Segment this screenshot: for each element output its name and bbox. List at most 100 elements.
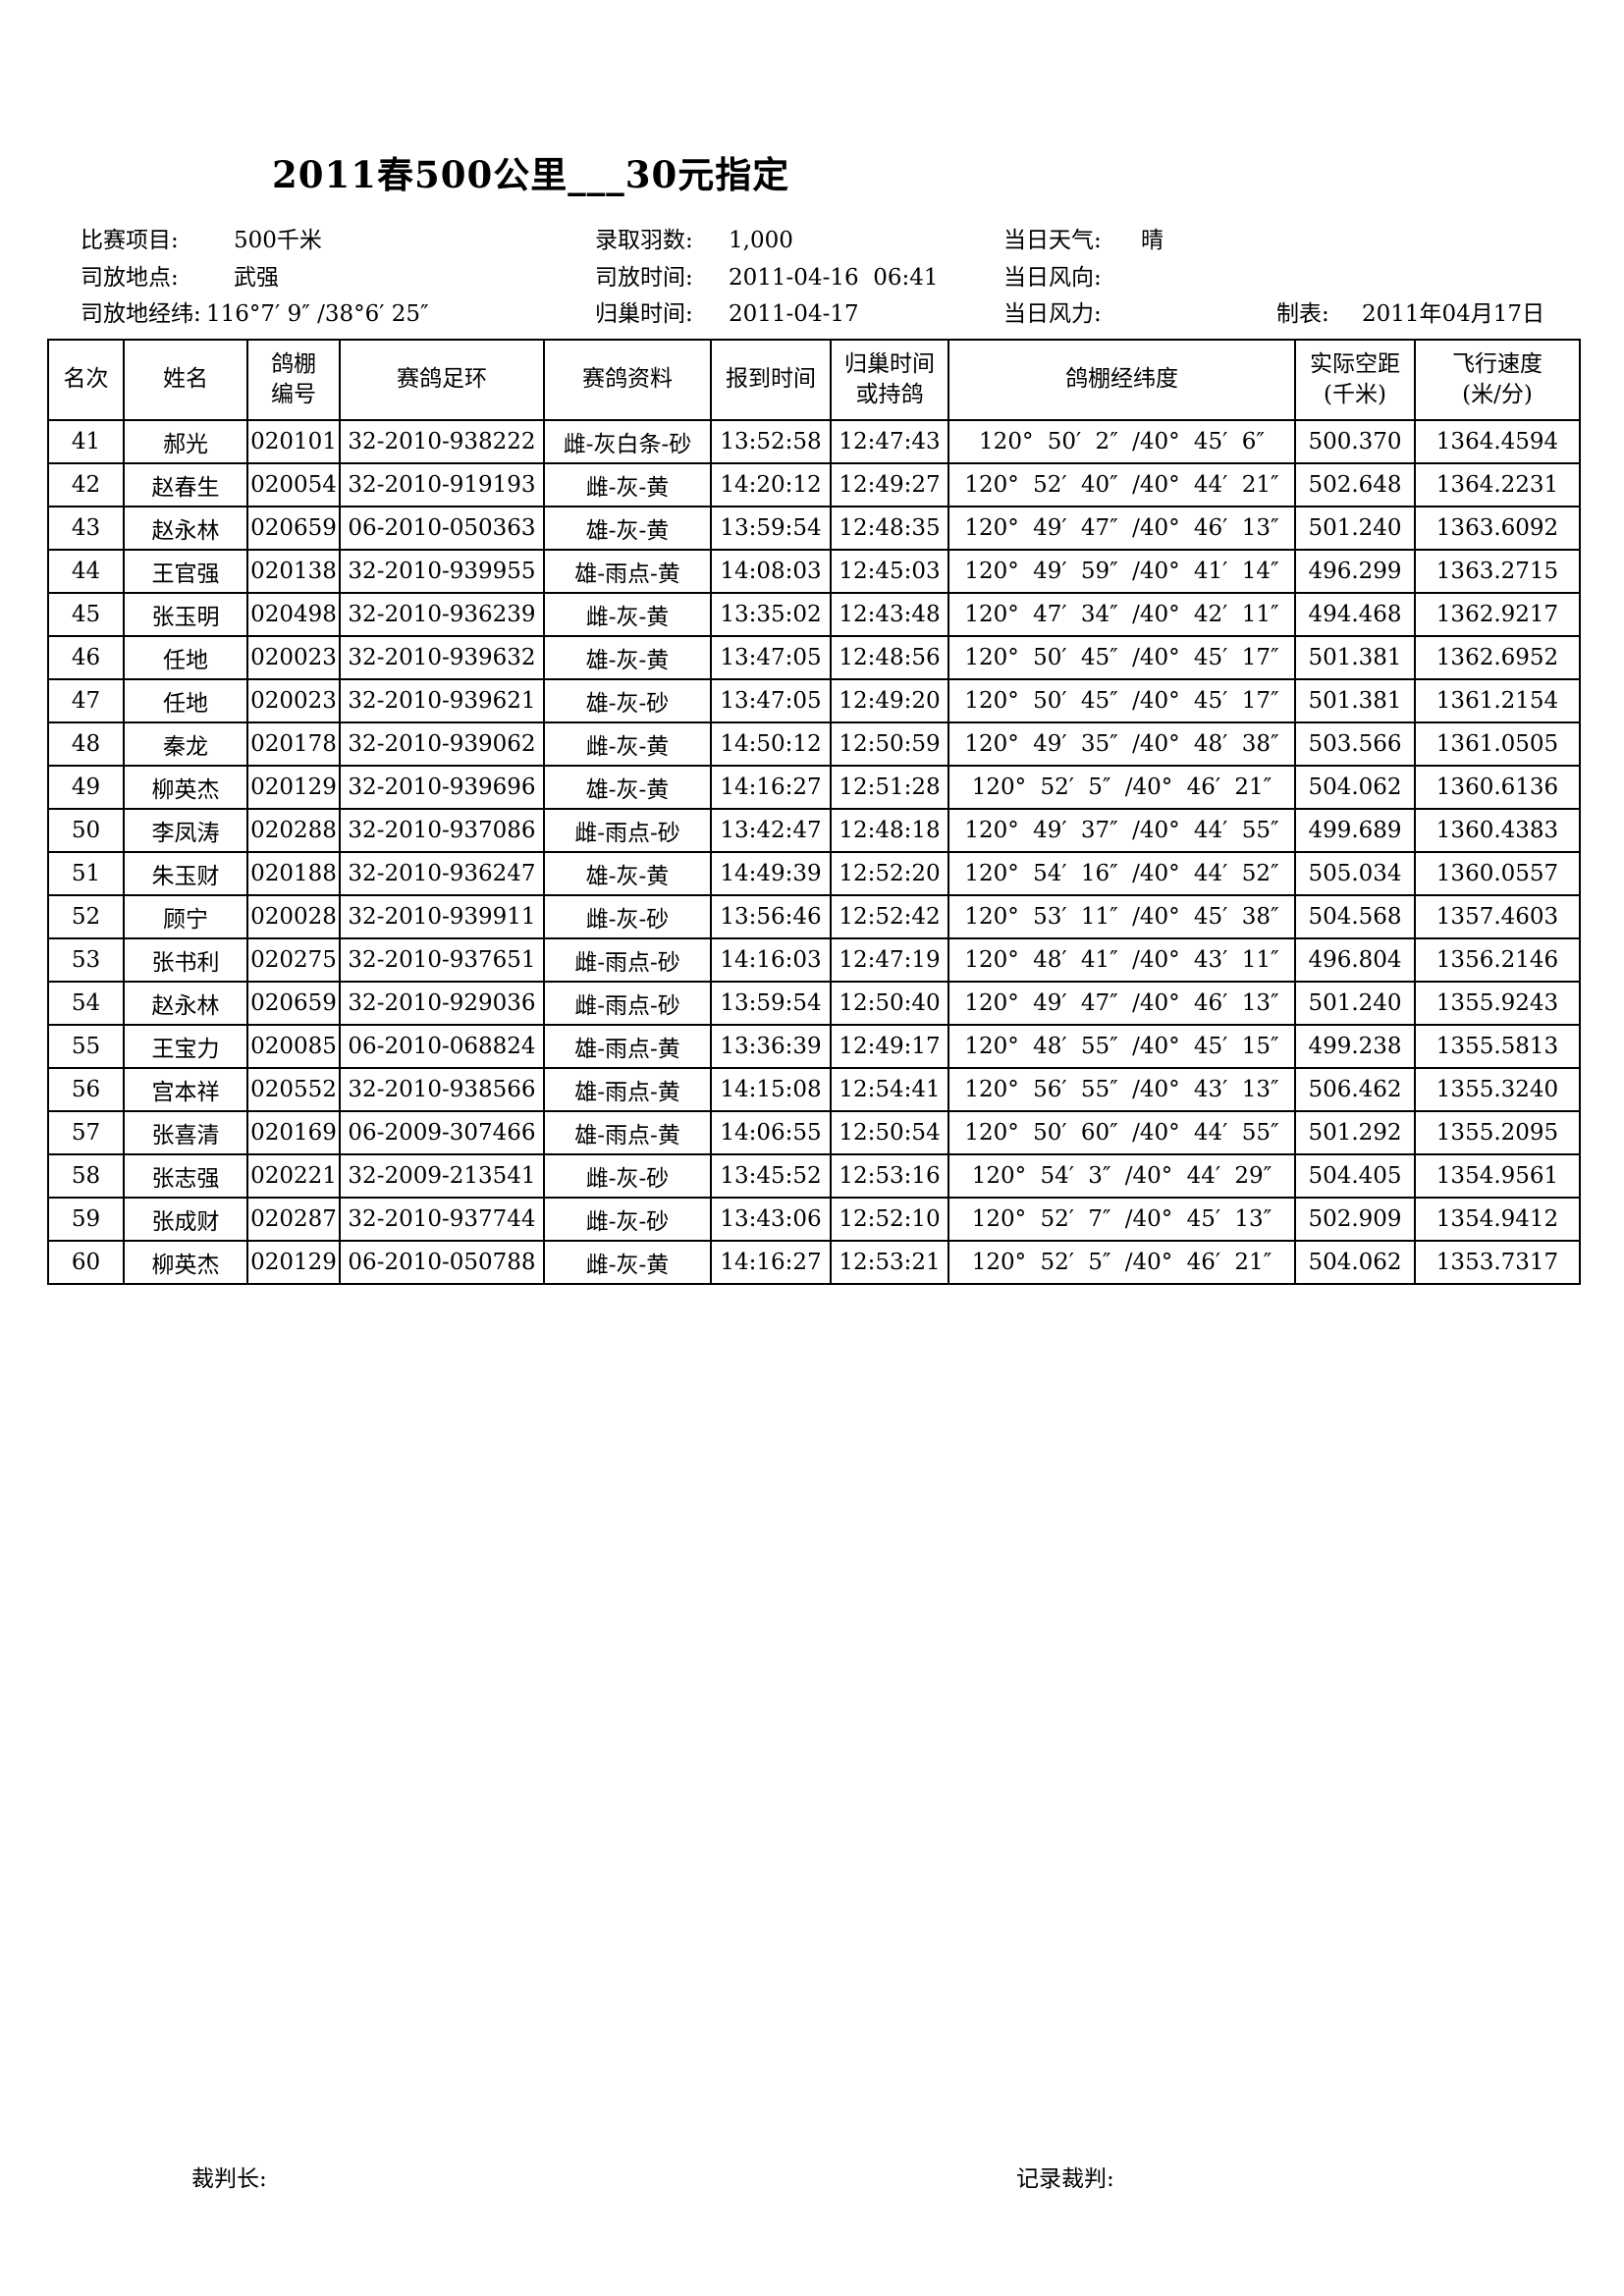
- cell-loft-coordinates: 120° 54′ 16″ /40° 44′ 52″: [947, 851, 1296, 896]
- cell-pigeon-info: 雄-灰-砂: [543, 678, 712, 723]
- cell-speed-m-min: 1362.6952: [1414, 635, 1581, 680]
- cell-arrival-time: 12:50:54: [830, 1110, 949, 1155]
- cell-pigeon-info: 雄-雨点-黄: [543, 549, 712, 594]
- cell-loft-number: 020085: [246, 1024, 341, 1069]
- table-row: 51 朱玉财 020188 32-2010-936247 雄-灰-黄 14:49:39 12…: [47, 851, 1581, 896]
- cell-ring-number: 06-2010-050788: [339, 1240, 545, 1285]
- header-speed-m-min: 飞行速度 (米/分): [1414, 339, 1581, 421]
- header-report-time: 报到时间: [710, 339, 832, 421]
- release-time-label: 司放时间:: [595, 265, 693, 291]
- release-coordinates-label: 司放地经纬:: [81, 301, 201, 327]
- cell-rank: 44: [47, 549, 125, 594]
- cell-rank: 58: [47, 1153, 125, 1199]
- cell-ring-number: 32-2010-937651: [339, 937, 545, 983]
- cell-loft-coordinates: 120° 48′ 55″ /40° 45′ 15″: [947, 1024, 1296, 1069]
- table-row: 43 赵永林 020659 06-2010-050363 雄-灰-黄 13:59:54 12…: [47, 506, 1581, 551]
- signature-line: 裁判长: 记录裁判:: [0, 2160, 1624, 2195]
- table-row: 46 任地 020023 32-2010-939632 雄-灰-黄 13:47:05 12:…: [47, 635, 1581, 680]
- cell-speed-m-min: 1357.4603: [1414, 894, 1581, 939]
- cell-distance-km: 501.381: [1294, 635, 1416, 680]
- header-rank: 名次: [47, 339, 125, 421]
- header-distance-km: 实际空距 (千米): [1294, 339, 1416, 421]
- cell-name: 李凤涛: [123, 808, 248, 853]
- cell-arrival-time: 12:50:59: [830, 721, 949, 767]
- cell-rank: 53: [47, 937, 125, 983]
- cell-loft-coordinates: 120° 49′ 37″ /40° 44′ 55″: [947, 808, 1296, 853]
- cell-ring-number: 32-2010-937086: [339, 808, 545, 853]
- cell-name: 郝光: [123, 419, 248, 464]
- cell-report-time: 14:50:12: [710, 721, 832, 767]
- cell-ring-number: 06-2009-307466: [339, 1110, 545, 1155]
- cell-distance-km: 501.240: [1294, 506, 1416, 551]
- cell-name: 赵春生: [123, 462, 248, 507]
- chief-judge-label: 裁判长:: [191, 2166, 267, 2192]
- cell-arrival-time: 12:47:19: [830, 937, 949, 983]
- cell-name: 张玉明: [123, 592, 248, 637]
- cell-rank: 54: [47, 981, 125, 1026]
- release-coordinates-value: 116°7′ 9″ /38°6′ 25″: [206, 301, 429, 327]
- cell-report-time: 13:47:05: [710, 678, 832, 723]
- cell-distance-km: 502.648: [1294, 462, 1416, 507]
- cell-loft-number: 020659: [246, 506, 341, 551]
- cell-speed-m-min: 1355.9243: [1414, 981, 1581, 1026]
- cell-speed-m-min: 1360.6136: [1414, 765, 1581, 810]
- admitted-birds-label: 录取羽数:: [595, 228, 693, 253]
- cell-distance-km: 505.034: [1294, 851, 1416, 896]
- table-row: 59 张成财 020287 32-2010-937744 雌-灰-砂 13:43:06 12…: [47, 1197, 1581, 1242]
- cell-report-time: 13:36:39: [710, 1024, 832, 1069]
- cell-ring-number: 32-2010-936239: [339, 592, 545, 637]
- cell-pigeon-info: 雌-灰-黄: [543, 462, 712, 507]
- cell-arrival-time: 12:48:35: [830, 506, 949, 551]
- cell-loft-number: 020169: [246, 1110, 341, 1155]
- table-row: 56 宫本祥 020552 32-2010-938566 雄-雨点-黄 14:15:08 1…: [47, 1067, 1581, 1112]
- cell-speed-m-min: 1364.2231: [1414, 462, 1581, 507]
- release-site-value: 武强: [234, 265, 279, 291]
- table-row: 58 张志强 020221 32-2009-213541 雌-灰-砂 13:45:52 12…: [47, 1153, 1581, 1199]
- cell-name: 顾宁: [123, 894, 248, 939]
- cell-arrival-time: 12:45:03: [830, 549, 949, 594]
- cell-distance-km: 501.240: [1294, 981, 1416, 1026]
- cell-arrival-time: 12:50:40: [830, 981, 949, 1026]
- header-pigeon-info: 赛鸽资料: [543, 339, 712, 421]
- cell-distance-km: 496.804: [1294, 937, 1416, 983]
- cell-name: 张书利: [123, 937, 248, 983]
- cell-arrival-time: 12:53:21: [830, 1240, 949, 1285]
- weather-value: 晴: [1141, 228, 1164, 253]
- cell-speed-m-min: 1361.0505: [1414, 721, 1581, 767]
- table-row: 60 柳英杰 020129 06-2010-050788 雌-灰-黄 14:16:27 12…: [47, 1240, 1581, 1285]
- header-row: 名次 姓名 鸽棚 编号 赛鸽足环 赛鸽资料 报到时间 归巢时间 或持鸽 鸽棚经纬…: [47, 339, 1581, 421]
- cell-loft-number: 020023: [246, 635, 341, 680]
- cell-loft-coordinates: 120° 50′ 2″ /40° 45′ 6″: [947, 419, 1296, 464]
- cell-report-time: 14:15:08: [710, 1067, 832, 1112]
- cell-pigeon-info: 雌-灰白条-砂: [543, 419, 712, 464]
- cell-loft-number: 020498: [246, 592, 341, 637]
- cell-rank: 48: [47, 721, 125, 767]
- cell-ring-number: 32-2010-936247: [339, 851, 545, 896]
- cell-rank: 45: [47, 592, 125, 637]
- cell-loft-coordinates: 120° 50′ 60″ /40° 44′ 55″: [947, 1110, 1296, 1155]
- table-row: 44 王官强 020138 32-2010-939955 雄-雨点-黄 14:08:03 1…: [47, 549, 1581, 594]
- cell-loft-coordinates: 120° 52′ 40″ /40° 44′ 21″: [947, 462, 1296, 507]
- record-judge-label: 记录裁判:: [1016, 2166, 1114, 2192]
- cell-arrival-time: 12:49:20: [830, 678, 949, 723]
- cell-rank: 46: [47, 635, 125, 680]
- cell-loft-coordinates: 120° 52′ 7″ /40° 45′ 13″: [947, 1197, 1296, 1242]
- cell-loft-coordinates: 120° 54′ 3″ /40° 44′ 29″: [947, 1153, 1296, 1199]
- cell-loft-coordinates: 120° 48′ 41″ /40° 43′ 11″: [947, 937, 1296, 983]
- table-row: 52 顾宁 020028 32-2010-939911 雌-灰-砂 13:56:46 12:…: [47, 894, 1581, 939]
- info-line-1: 比赛项目: 500千米 录取羽数: 1,000 当日天气: 晴: [0, 224, 1624, 259]
- cell-distance-km: 499.238: [1294, 1024, 1416, 1069]
- header-ring-number: 赛鸽足环: [339, 339, 545, 421]
- table-row: 49 柳英杰 020129 32-2010-939696 雄-灰-黄 14:16:27 12…: [47, 765, 1581, 810]
- cell-pigeon-info: 雄-雨点-黄: [543, 1067, 712, 1112]
- cell-arrival-time: 12:53:16: [830, 1153, 949, 1199]
- cell-report-time: 13:35:02: [710, 592, 832, 637]
- cell-rank: 42: [47, 462, 125, 507]
- cell-loft-coordinates: 120° 49′ 47″ /40° 46′ 13″: [947, 981, 1296, 1026]
- cell-arrival-time: 12:52:10: [830, 1197, 949, 1242]
- table-row: 47 任地 020023 32-2010-939621 雄-灰-砂 13:47:05 12:…: [47, 678, 1581, 723]
- table-row: 41 郝光 020101 32-2010-938222 雌-灰白条-砂 13:52:58 1…: [47, 419, 1581, 464]
- results-table: 名次 姓名 鸽棚 编号 赛鸽足环 赛鸽资料 报到时间 归巢时间 或持鸽 鸽棚经纬…: [47, 339, 1581, 1285]
- cell-rank: 59: [47, 1197, 125, 1242]
- cell-pigeon-info: 雄-雨点-黄: [543, 1024, 712, 1069]
